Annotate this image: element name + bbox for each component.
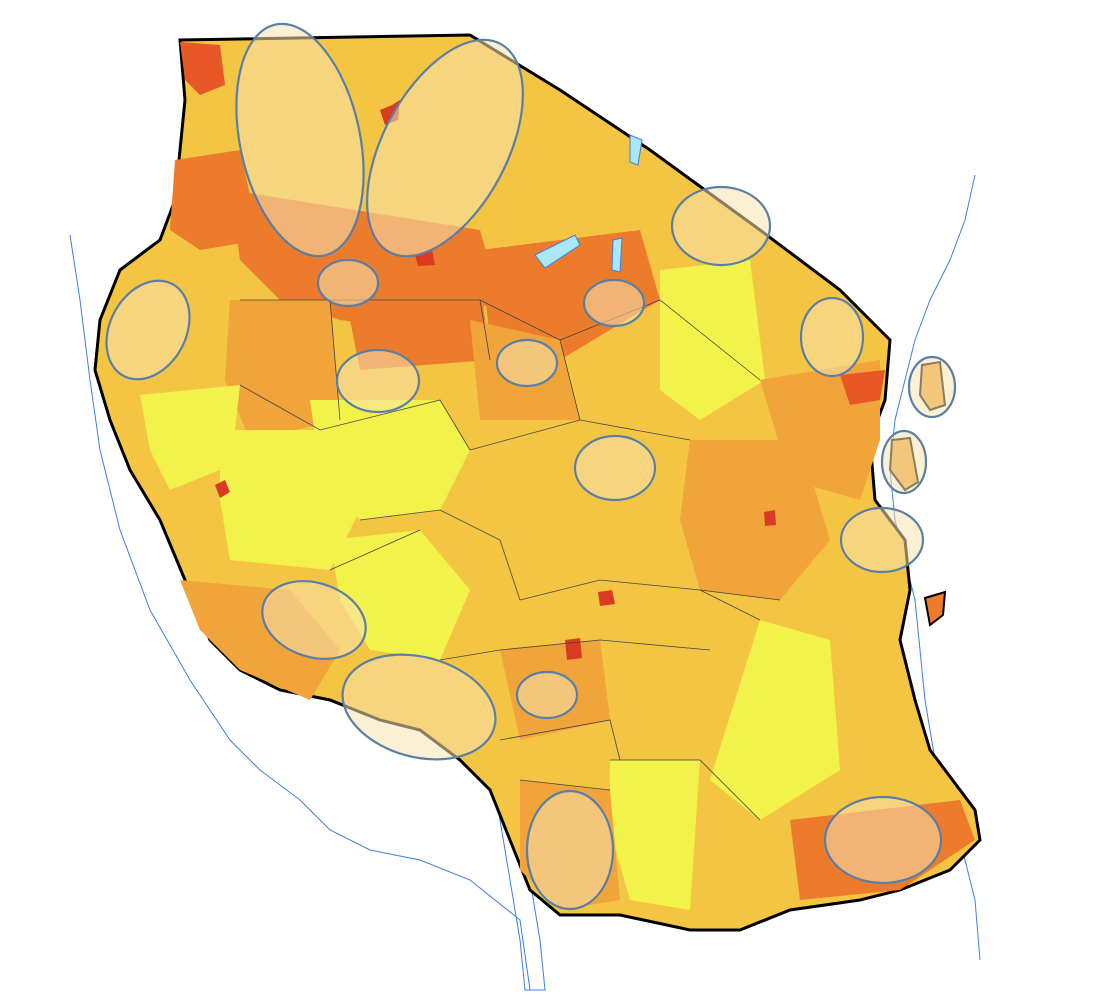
district-boundaries bbox=[239, 299, 781, 821]
highlight-ellipse-9 bbox=[799, 296, 865, 378]
region-west-yellow-1 bbox=[140, 385, 240, 490]
highlight-ellipses bbox=[105, 22, 957, 911]
lake-small-3 bbox=[611, 237, 623, 273]
highlight-ellipse-4 bbox=[105, 279, 191, 381]
highlight-ellipse-6 bbox=[495, 338, 559, 388]
highlight-ellipse-1 bbox=[235, 22, 365, 258]
city-mbeya bbox=[565, 638, 582, 660]
lake-small-1 bbox=[629, 134, 643, 166]
highlight-ellipse-13 bbox=[341, 653, 497, 761]
region-northwest-red bbox=[180, 42, 225, 95]
highlight-ellipse-12 bbox=[261, 580, 367, 660]
region-northeast-yellow bbox=[660, 260, 765, 420]
highlight-ellipse-3 bbox=[316, 258, 380, 308]
highlight-ellipse-11 bbox=[839, 506, 925, 574]
highlight-ellipse-8 bbox=[670, 185, 772, 267]
highlight-ellipse-10 bbox=[573, 434, 657, 502]
region-southeast-yellow bbox=[710, 620, 840, 820]
city-kigoma-area bbox=[215, 480, 230, 498]
highlight-ellipse-14 bbox=[515, 670, 579, 720]
highlight-ellipse-zanzibar bbox=[880, 429, 928, 495]
region-central-north-orange bbox=[340, 270, 490, 370]
highlight-ellipse-16 bbox=[823, 795, 943, 885]
highlight-ellipse-2 bbox=[366, 38, 524, 258]
highlight-ellipse-5 bbox=[335, 348, 421, 414]
region-south-yellow bbox=[610, 760, 700, 910]
highlight-ellipse-15 bbox=[525, 789, 615, 911]
highlight-ellipse-pemba bbox=[907, 355, 957, 419]
lake-tanganyika-outline bbox=[69, 234, 531, 991]
region-dar-red bbox=[840, 370, 885, 405]
region-central-yellow-2 bbox=[310, 400, 470, 520]
lake-small-2 bbox=[534, 234, 581, 269]
city-tanga bbox=[764, 510, 776, 526]
island-mafia bbox=[923, 590, 947, 627]
city-dodoma bbox=[598, 590, 615, 606]
highlight-ellipse-7 bbox=[582, 278, 646, 328]
